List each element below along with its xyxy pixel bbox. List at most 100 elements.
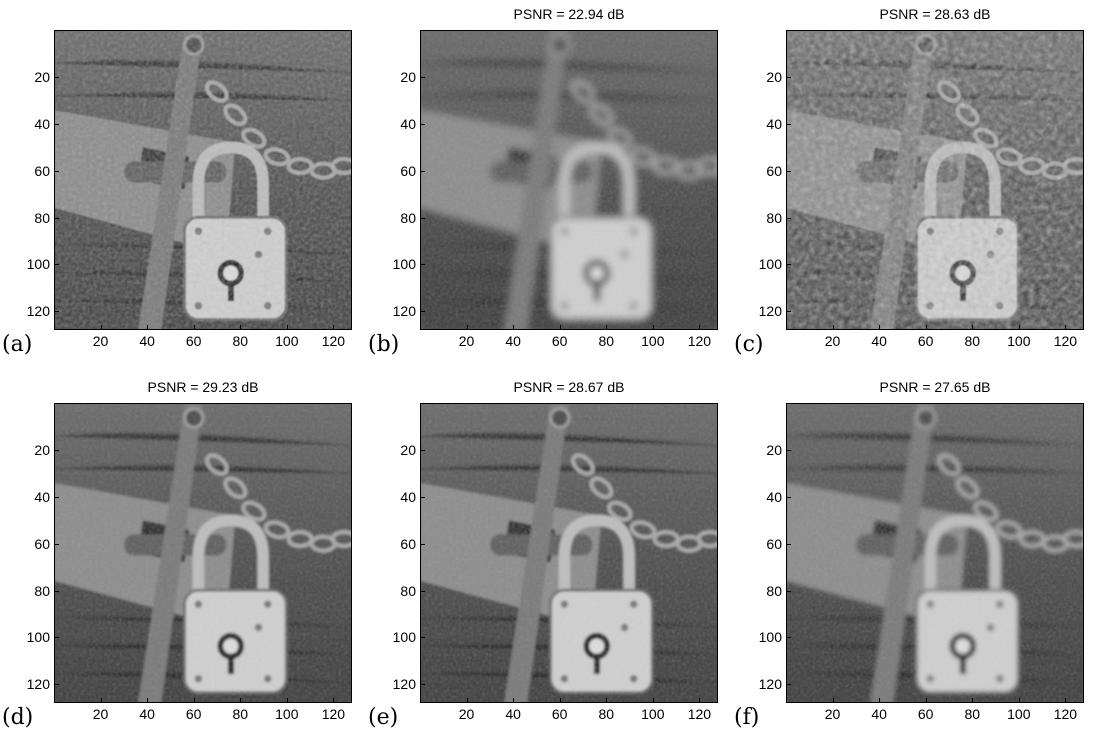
y-tick-label: 100 (392, 629, 416, 646)
x-tick-label: 40 (139, 706, 155, 722)
x-tick-mark (333, 325, 335, 330)
x-tick-label: 100 (275, 706, 299, 722)
y-tick-label: 100 (26, 629, 50, 646)
y-tick-label: 20 (766, 68, 782, 85)
image-axes (786, 30, 1084, 330)
y-tick-label: 20 (400, 68, 416, 85)
y-tick-mark (786, 543, 791, 545)
y-tick-mark (54, 264, 59, 266)
y-tick-mark (420, 543, 425, 545)
panel-d: PSNR = 29.23 dB (0, 373, 372, 746)
x-tick-mark (466, 325, 468, 330)
y-tick-mark (420, 217, 425, 219)
x-tick-mark (972, 325, 974, 330)
padlock-image (421, 31, 717, 329)
y-tick-label: 120 (392, 303, 416, 320)
x-tick-label: 100 (1007, 333, 1031, 349)
panel-e: PSNR = 28.67 dB (366, 373, 738, 746)
x-tick-mark (1065, 325, 1067, 330)
x-tick-label: 20 (92, 333, 109, 349)
x-tick-mark (1065, 698, 1067, 703)
y-tick-mark (786, 76, 791, 78)
y-tick-mark (54, 449, 59, 451)
x-tick-label: 80 (964, 706, 981, 722)
y-tick-mark (54, 311, 59, 313)
psnr-title: PSNR = 28.63 dB (879, 6, 991, 22)
y-tick-label: 40 (400, 115, 416, 132)
y-tick-mark (786, 311, 791, 313)
y-tick-label: 120 (758, 303, 782, 320)
y-tick-label: 80 (766, 209, 782, 226)
y-tick-mark (54, 217, 59, 219)
y-tick-label: 60 (400, 535, 416, 552)
x-tick-mark (466, 698, 468, 703)
x-tick-mark (193, 698, 195, 703)
y-tick-label: 60 (766, 162, 782, 179)
y-tick-mark (420, 76, 425, 78)
y-tick-label: 120 (758, 676, 782, 693)
y-tick-mark (420, 264, 425, 266)
y-tick-mark (786, 449, 791, 451)
y-tick-mark (54, 123, 59, 125)
x-tick-mark (147, 325, 149, 330)
x-tick-mark (286, 325, 288, 330)
y-tick-mark (786, 170, 791, 172)
x-tick-label: 40 (871, 706, 887, 722)
x-tick-label: 60 (917, 706, 934, 722)
x-tick-label: 60 (185, 333, 202, 349)
x-tick-mark (513, 325, 515, 330)
y-tick-label: 80 (34, 582, 50, 599)
x-tick-label: 40 (139, 333, 155, 349)
panel-letter: (e) (368, 705, 399, 730)
y-tick-label: 40 (766, 488, 782, 505)
y-tick-label: 60 (34, 162, 50, 179)
x-tick-label: 80 (598, 333, 615, 349)
panel-letter: (a) (2, 332, 33, 357)
x-tick-mark (699, 325, 701, 330)
y-tick-mark (420, 170, 425, 172)
y-tick-mark (54, 637, 59, 639)
panel-f: PSNR = 27.65 dB (732, 373, 1102, 746)
x-tick-mark (879, 698, 881, 703)
y-tick-label: 40 (34, 115, 50, 132)
image-axes (54, 403, 352, 703)
y-tick-label: 20 (34, 441, 50, 458)
x-tick-label: 120 (1053, 333, 1078, 349)
panel-c: PSNR = 28.63 dB (732, 0, 1102, 373)
x-tick-mark (879, 325, 881, 330)
panel-letter: (d) (2, 705, 34, 730)
y-tick-mark (420, 684, 425, 686)
y-tick-label: 60 (400, 162, 416, 179)
x-tick-mark (559, 698, 561, 703)
y-tick-mark (786, 264, 791, 266)
x-tick-mark (925, 698, 927, 703)
y-tick-mark (54, 496, 59, 498)
x-tick-label: 80 (232, 333, 249, 349)
y-tick-mark (420, 311, 425, 313)
x-tick-mark (147, 698, 149, 703)
x-tick-mark (513, 698, 515, 703)
x-tick-mark (193, 325, 195, 330)
x-tick-label: 100 (641, 706, 665, 722)
x-tick-mark (652, 698, 654, 703)
y-tick-mark (54, 76, 59, 78)
y-tick-mark (786, 684, 791, 686)
x-tick-mark (832, 325, 834, 330)
psnr-title: PSNR = 28.67 dB (513, 379, 625, 395)
x-tick-label: 80 (964, 333, 981, 349)
y-tick-label: 100 (26, 256, 50, 273)
padlock-image (787, 31, 1083, 329)
psnr-title: PSNR = 29.23 dB (147, 379, 259, 395)
panel-letter: (c) (734, 332, 764, 357)
y-tick-mark (786, 590, 791, 592)
y-tick-label: 20 (766, 441, 782, 458)
y-tick-label: 120 (392, 676, 416, 693)
x-tick-mark (606, 698, 608, 703)
x-tick-label: 60 (185, 706, 202, 722)
x-tick-label: 40 (505, 706, 521, 722)
y-tick-mark (420, 637, 425, 639)
x-tick-mark (240, 698, 242, 703)
y-tick-mark (420, 496, 425, 498)
y-tick-mark (786, 217, 791, 219)
image-axes (786, 403, 1084, 703)
